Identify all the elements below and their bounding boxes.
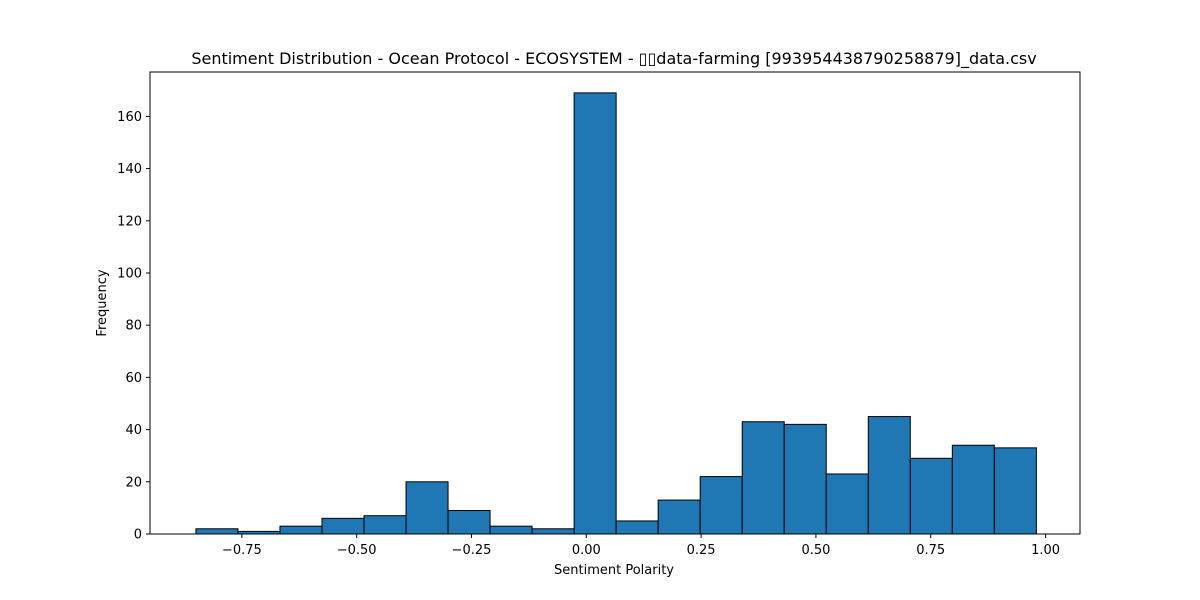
histogram-bar-19 xyxy=(993,447,1037,535)
histogram-bar-8 xyxy=(531,528,575,535)
y-tick-label-5: 100 xyxy=(117,266,142,281)
histogram-bar-13 xyxy=(741,421,785,535)
y-tick-label-4: 80 xyxy=(125,319,142,334)
histogram-bar-10 xyxy=(615,520,659,535)
histogram-bar-12 xyxy=(699,476,743,535)
y-axis-ticks: 0 20 40 60 80 100 120 140 160 xyxy=(117,110,150,543)
histogram-bar-14 xyxy=(783,423,827,535)
x-tick-label-7: 1.00 xyxy=(1031,543,1060,558)
x-tick-label-3: 0.00 xyxy=(572,543,601,558)
histogram-bar-9 xyxy=(573,92,617,535)
histogram-bar-18 xyxy=(951,444,995,535)
y-tick-label-2: 40 xyxy=(125,423,142,438)
histogram-bar-6 xyxy=(447,510,491,535)
histogram-bars xyxy=(195,92,1037,535)
y-tick-label-8: 160 xyxy=(117,110,142,125)
y-tick-label-6: 120 xyxy=(117,214,142,229)
histogram-bar-2 xyxy=(279,525,323,535)
x-tick-label-4: 0.25 xyxy=(687,543,716,558)
histogram-bar-0 xyxy=(195,528,239,535)
histogram-bar-11 xyxy=(657,499,701,535)
y-tick-label-1: 20 xyxy=(125,475,142,490)
chart-title: Sentiment Distribution - Ocean Protocol … xyxy=(191,49,1036,69)
histogram-bar-3 xyxy=(321,517,365,535)
histogram-bar-4 xyxy=(363,515,407,535)
histogram-bar-5 xyxy=(405,481,449,535)
x-axis-ticks: −0.75 −0.50 −0.25 0.00 0.25 0.50 0.75 1.00 xyxy=(222,534,1060,558)
x-tick-label-0: −0.75 xyxy=(222,543,262,558)
histogram-bar-15 xyxy=(825,473,869,535)
x-tick-label-6: 0.75 xyxy=(916,543,945,558)
x-axis-label: Sentiment Polarity xyxy=(554,563,674,578)
histogram-bar-7 xyxy=(489,525,533,535)
histogram-bar-16 xyxy=(867,416,911,535)
histogram-bar-17 xyxy=(909,457,953,535)
x-tick-label-5: 0.50 xyxy=(801,543,830,558)
y-tick-label-7: 140 xyxy=(117,162,142,177)
y-axis-label: Frequency xyxy=(95,269,110,336)
x-tick-label-2: −0.25 xyxy=(452,543,492,558)
y-tick-label-0: 0 xyxy=(134,528,142,543)
plot-frame xyxy=(149,71,1081,535)
x-tick-label-1: −0.50 xyxy=(337,543,377,558)
y-tick-label-3: 60 xyxy=(125,371,142,386)
